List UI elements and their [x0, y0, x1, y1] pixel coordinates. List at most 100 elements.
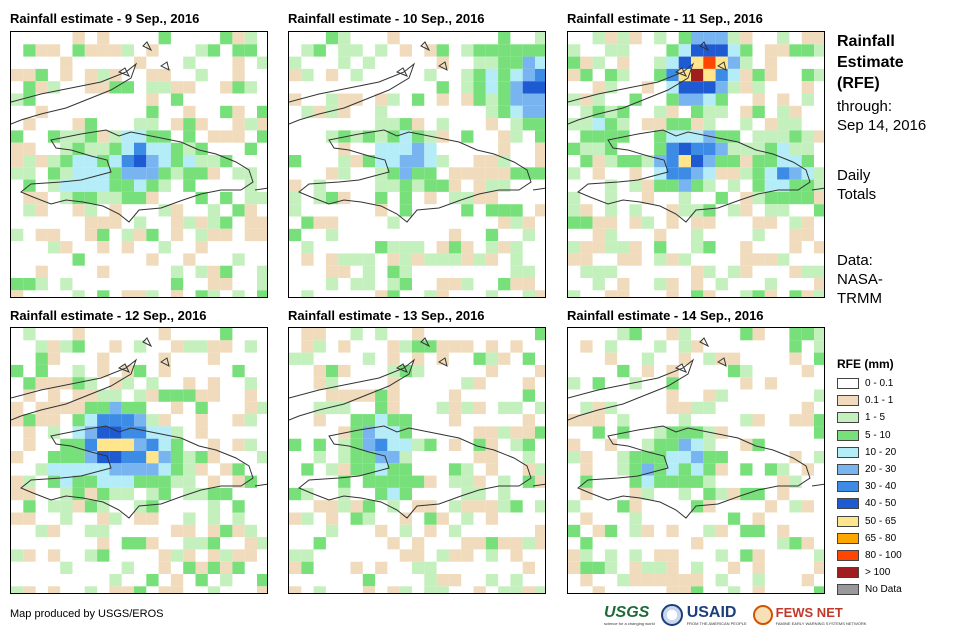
rainfall-cell	[170, 118, 184, 131]
rainfall-cell	[485, 93, 499, 106]
rainfall-cell	[47, 524, 61, 538]
rainfall-cell	[485, 167, 499, 180]
rainfall-cell	[777, 179, 790, 192]
legend-swatch	[837, 532, 859, 544]
rainfall-cell	[510, 500, 523, 513]
rainfall-cell	[498, 216, 511, 229]
rainfall-cell	[777, 44, 790, 57]
rainfall-cell	[691, 537, 704, 550]
rainfall-cell	[629, 475, 642, 488]
rainfall-cell	[362, 451, 376, 464]
rainfall-cell	[436, 574, 449, 587]
rainfall-cell	[134, 364, 147, 378]
rainfall-cell	[580, 93, 593, 106]
rainfall-cell	[109, 438, 122, 451]
rainfall-cell	[461, 81, 474, 94]
rainfall-cell	[522, 586, 535, 593]
rainfall-cell	[473, 586, 486, 593]
rainfall-cell	[232, 167, 245, 180]
rainfall-cell	[641, 524, 655, 538]
rainfall-cell	[568, 549, 581, 562]
rainfall-cell	[146, 68, 159, 82]
rainfall-cell	[84, 179, 98, 192]
rainfall-cell	[666, 105, 679, 119]
rainfall-cell	[387, 93, 400, 106]
rainfall-cell	[592, 414, 605, 427]
rainfall-cell	[568, 204, 581, 217]
rainfall-cell	[109, 451, 122, 464]
rainfall-cell	[715, 524, 728, 538]
rainfall-cell	[666, 451, 679, 464]
rainfall-cell	[715, 426, 728, 439]
rainfall-cell	[84, 414, 98, 427]
rainfall-cell	[47, 130, 61, 143]
rainfall-cell	[23, 377, 36, 390]
rainfall-cell	[109, 167, 122, 180]
rainfall-cell	[350, 463, 363, 476]
rainfall-cell	[97, 228, 110, 242]
rainfall-cell	[666, 290, 679, 297]
rainfall-cell	[485, 537, 499, 550]
rainfall-cell	[522, 352, 535, 365]
rainfall-cell	[580, 463, 593, 476]
rainfall-cell	[289, 191, 302, 205]
rainfall-cell	[485, 574, 499, 587]
rainfall-cell	[498, 487, 511, 501]
rainfall-cell	[752, 93, 765, 106]
rainfall-cell	[387, 364, 400, 378]
rainfall-cell	[568, 500, 581, 513]
rainfall-cell	[641, 352, 655, 365]
rainfall-cell	[183, 463, 196, 476]
rainfall-cell	[617, 290, 630, 297]
rainfall-cell	[568, 93, 581, 106]
rainfall-cell	[399, 253, 412, 266]
rainfall-cell	[801, 68, 814, 82]
rainfall-cell	[72, 253, 85, 266]
rainfall-cell	[424, 68, 437, 82]
rainfall-cell	[195, 561, 208, 574]
rainfall-cell	[207, 487, 221, 501]
rainfall-cell	[535, 167, 545, 180]
rainfall-cell	[510, 44, 523, 57]
rainfall-cell	[740, 81, 753, 94]
rainfall-cell	[84, 216, 98, 229]
rainfall-cell	[522, 426, 535, 439]
rainfall-cell	[473, 155, 486, 168]
rainfall-cell	[97, 290, 110, 297]
rainfall-cell	[498, 500, 511, 513]
rainfall-cell	[715, 68, 728, 82]
rainfall-cell	[654, 228, 667, 242]
rainfall-cell	[510, 81, 523, 94]
rainfall-cell	[313, 401, 326, 415]
rainfall-cell	[740, 438, 753, 451]
rainfall-cell	[35, 265, 48, 278]
rainfall-cell	[498, 537, 511, 550]
rainfall-cell	[362, 574, 376, 587]
rainfall-cell	[678, 191, 691, 205]
rainfall-cell	[60, 167, 73, 180]
rainfall-cell	[158, 414, 171, 427]
rainfall-cell	[629, 524, 642, 538]
rainfall-map-sep-14	[567, 327, 825, 594]
rainfall-cell	[183, 105, 196, 119]
rainfall-cell	[313, 340, 326, 353]
rainfall-cell	[244, 524, 257, 538]
rainfall-cell	[424, 191, 437, 205]
rainfall-cell	[629, 549, 642, 562]
rainfall-cell	[257, 290, 267, 297]
rainfall-cell	[109, 512, 122, 525]
rainfall-cell	[109, 340, 122, 353]
rainfall-cell	[183, 340, 196, 353]
rainfall-cell	[764, 68, 778, 82]
rainfall-cell	[313, 500, 326, 513]
rainfall-cell	[23, 68, 36, 82]
rainfall-cell	[121, 463, 134, 476]
rainfall-cell	[47, 241, 61, 254]
rainfall-cell	[666, 401, 679, 415]
rainfall-cell	[338, 56, 351, 69]
rainfall-cell	[97, 68, 110, 82]
rainfall-cell	[109, 44, 122, 57]
rainfall-cell	[60, 451, 73, 464]
rainfall-cell	[535, 426, 545, 439]
rainfall-cell	[220, 487, 233, 501]
